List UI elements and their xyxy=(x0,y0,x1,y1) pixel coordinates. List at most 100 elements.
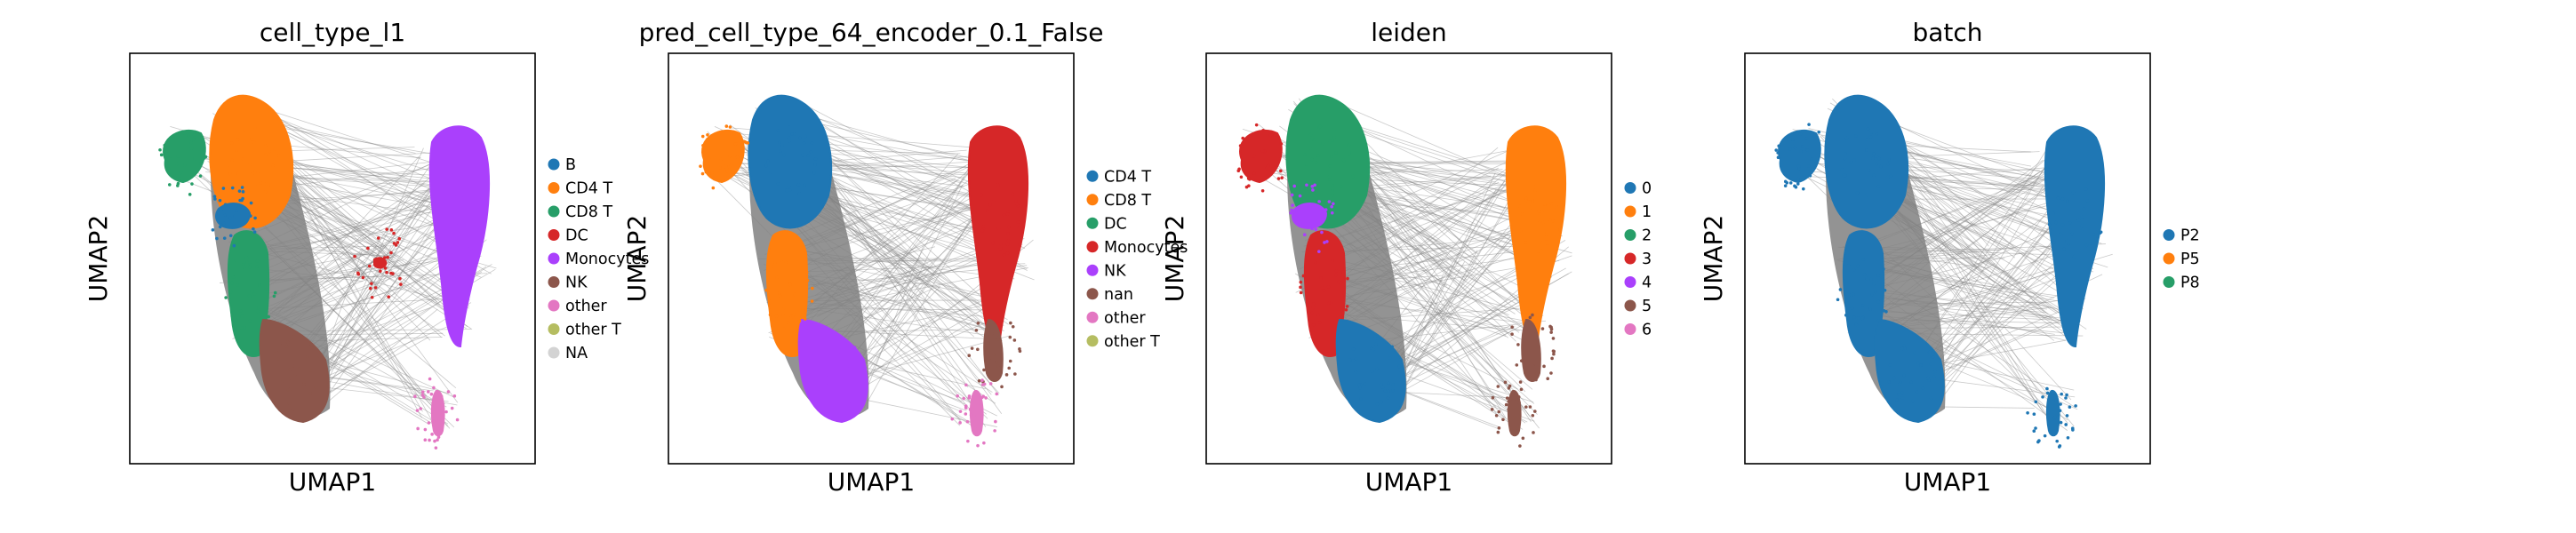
scatter-point xyxy=(974,328,979,332)
scatter-point xyxy=(797,192,802,195)
legend-label: 0 xyxy=(1642,180,1652,198)
scatter-point xyxy=(273,352,276,356)
legend-marker xyxy=(548,299,560,312)
scatter-point xyxy=(1537,209,1540,213)
cluster-left-cap xyxy=(701,129,745,184)
cluster-regions xyxy=(701,94,1029,437)
x-axis-label: UMAP1 xyxy=(1904,467,1992,497)
scatter-point xyxy=(967,394,972,398)
scatter-point xyxy=(280,380,284,385)
scatter-point xyxy=(1311,323,1316,327)
scatter-point xyxy=(1314,260,1317,265)
scatter-point xyxy=(1241,145,1244,149)
scatter-point xyxy=(970,346,974,350)
legend-marker xyxy=(1086,217,1099,229)
scatter-point xyxy=(316,354,321,358)
scatter-point xyxy=(368,286,372,290)
scatter-point xyxy=(1310,311,1314,315)
scatter-point xyxy=(1254,123,1259,127)
scatter-point xyxy=(1836,298,1840,302)
scatter-point xyxy=(236,138,240,141)
scatter-point xyxy=(707,156,711,161)
scatter-point xyxy=(1916,361,1920,365)
scatter-point xyxy=(1524,196,1528,200)
scatter-point xyxy=(1006,239,1011,243)
scatter-point xyxy=(1919,363,1923,367)
scatter-point xyxy=(775,275,779,280)
scatter-point xyxy=(447,243,452,248)
scatter-point xyxy=(235,148,238,153)
scatter-point xyxy=(1861,304,1865,307)
scatter-point xyxy=(1776,151,1780,155)
scatter-point xyxy=(1241,163,1244,168)
axes-frame xyxy=(129,52,536,465)
scatter-point xyxy=(996,183,1000,187)
scatter-point xyxy=(1874,155,1878,158)
scatter-point xyxy=(1008,359,1012,363)
scatter-points xyxy=(158,125,484,449)
cluster-left-stem xyxy=(227,230,270,357)
umap-panel-4: batch UMAP1 UMAP2 P2 P5 P8 xyxy=(1699,18,2200,497)
scatter-point xyxy=(1005,243,1010,246)
scatter-point xyxy=(834,379,837,383)
scatter-point xyxy=(1260,189,1265,193)
scatter-point xyxy=(764,163,768,168)
scatter-point xyxy=(964,412,968,416)
scatter-point xyxy=(1330,300,1333,305)
scatter-point xyxy=(2094,237,2099,242)
scatter-point xyxy=(1796,164,1801,168)
scatter-point xyxy=(788,280,792,283)
scatter-point xyxy=(1305,183,1308,187)
scatter-point xyxy=(820,386,824,389)
scatter-point xyxy=(1871,156,1875,160)
legend-label: NK xyxy=(1104,262,1126,280)
scatter-point xyxy=(1866,127,1870,131)
scatter-point xyxy=(778,149,782,153)
scatter-point xyxy=(964,383,968,387)
scatter-point xyxy=(778,140,781,145)
legend-marker xyxy=(1086,335,1099,347)
scatter-point xyxy=(435,419,439,424)
scatter-point xyxy=(1303,153,1307,157)
scatter-point xyxy=(432,386,436,390)
scatter-point xyxy=(820,369,824,373)
scatter-point xyxy=(2065,239,2068,243)
scatter-point xyxy=(992,197,996,202)
scatter-point xyxy=(786,321,790,325)
scatter-point xyxy=(193,156,196,161)
scatter-point xyxy=(376,236,380,240)
scatter-point xyxy=(370,282,373,285)
cluster-left-lower xyxy=(1874,318,1945,424)
scatter-point xyxy=(192,132,196,137)
scatter-point xyxy=(378,269,382,274)
scatter-point xyxy=(353,254,356,259)
plot-title: pred_cell_type_64_encoder_0.1_False xyxy=(639,18,1104,47)
scatter-point xyxy=(394,243,398,247)
scatter-point xyxy=(699,164,702,168)
scatter-point xyxy=(1317,321,1322,324)
scatter-point xyxy=(247,294,252,298)
scatter-point xyxy=(1515,363,1519,367)
legend-marker xyxy=(548,205,560,218)
scatter-point xyxy=(985,209,989,212)
scatter-point xyxy=(383,266,388,270)
scatter-point xyxy=(2081,227,2085,231)
legend-label: CD8 T xyxy=(1104,192,1151,210)
scatter-point xyxy=(2068,405,2072,410)
scatter-point xyxy=(1351,347,1356,352)
scatter-point xyxy=(389,251,393,255)
scatter-point xyxy=(827,349,830,353)
scatter-point xyxy=(267,179,271,184)
scatter-point xyxy=(416,426,420,431)
scatter-point xyxy=(1332,128,1336,131)
scatter-point xyxy=(264,182,268,186)
scatter-point xyxy=(268,149,272,154)
scatter-point xyxy=(1801,145,1804,148)
scatter-point xyxy=(1236,169,1241,173)
scatter-point xyxy=(1291,203,1294,207)
scatter-point xyxy=(1802,187,1805,191)
scatter-point xyxy=(1490,408,1494,411)
scatter-point xyxy=(1540,241,1544,245)
scatter-point xyxy=(769,309,773,313)
scatter-point xyxy=(988,382,993,386)
